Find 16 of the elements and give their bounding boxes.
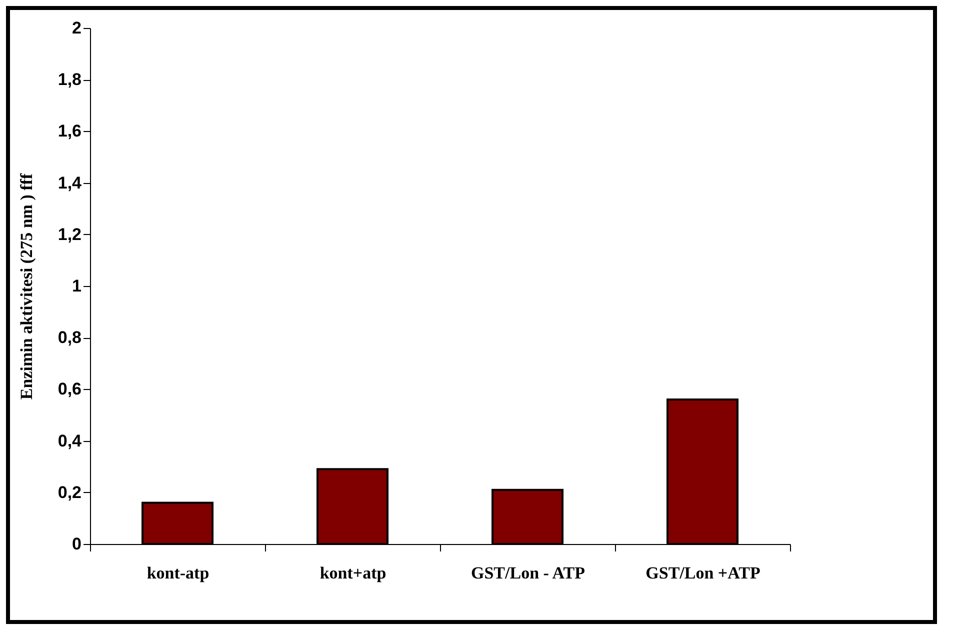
y-tick-label: 2 (72, 18, 82, 38)
y-tick-label: 1,2 (58, 224, 82, 244)
x-tick-label: kont-atp (146, 564, 210, 582)
y-tick-label: 0,4 (58, 431, 82, 450)
y-tick-label: 1,4 (58, 173, 82, 192)
y-tick-label: 1,6 (58, 122, 82, 141)
y-tick-label: 0,6 (58, 380, 82, 399)
x-tick-label: GST/Lon +ATP (646, 564, 760, 582)
x-tick-label: GST/Lon - ATP (471, 564, 585, 582)
y-tick-label: 1 (72, 276, 82, 296)
y-axis-title: Enzimin aktivitesi (275 nm ) fff (16, 173, 36, 400)
x-tick-label: kont+atp (320, 564, 386, 582)
y-tick-label: 0,2 (58, 482, 82, 502)
y-tick-label: 0,8 (58, 328, 82, 348)
y-tick-label: 0 (72, 534, 82, 554)
y-tick-label: 1,8 (58, 70, 82, 90)
